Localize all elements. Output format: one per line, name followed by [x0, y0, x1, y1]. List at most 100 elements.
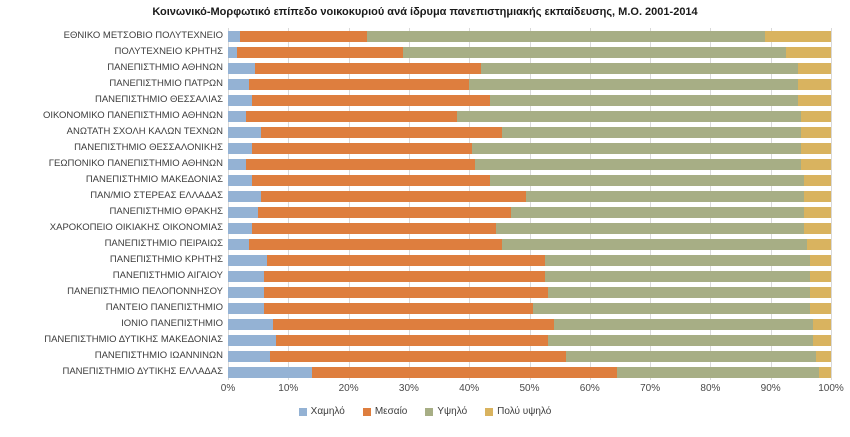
x-tick-label: 40%: [459, 383, 480, 394]
x-tick-label: 20%: [338, 383, 359, 394]
bar-segment-Χαμηλό: [228, 302, 265, 314]
stacked-bar: [228, 238, 831, 250]
category-label: ΠΑΝΕΠΙΣΤΗΜΙΟ ΔΥΤΙΚΗΣ ΕΛΛΑΔΑΣ: [62, 366, 223, 377]
bar-segment-Πολύ υψηλό: [803, 222, 831, 234]
bar-segment-Μεσαίο: [267, 254, 545, 266]
category-label: ΑΝΩΤΑΤΗ ΣΧΟΛΗ ΚΑΛΩΝ ΤΕΧΝΩΝ: [66, 126, 223, 137]
bar-segment-Χαμηλό: [228, 126, 262, 138]
bar-row: [228, 348, 831, 364]
bar-segment-Πολύ υψηλό: [797, 94, 831, 106]
legend-swatch: [362, 407, 371, 416]
bar-segment-Χαμηλό: [228, 350, 271, 362]
bar-segment-Υψηλό: [526, 190, 804, 202]
bar-row: [228, 60, 831, 76]
bar-segment-Πολύ υψηλό: [812, 334, 831, 346]
x-tick-label: 90%: [760, 383, 781, 394]
bar-segment-Χαμηλό: [228, 46, 238, 58]
legend-item-Μεσαίο: Μεσαίο: [362, 406, 407, 417]
bar-row: [228, 220, 831, 236]
bar-segment-Πολύ υψηλό: [803, 206, 831, 218]
bar-segment-Μεσαίο: [252, 222, 497, 234]
legend-label: Υψηλό: [437, 406, 468, 417]
bar-segment-Μεσαίο: [270, 350, 566, 362]
bar-row: [228, 28, 831, 44]
bar-segment-Πολύ υψηλό: [815, 350, 831, 362]
x-tick-label: 0%: [220, 383, 236, 394]
bar-segment-Χαμηλό: [228, 286, 265, 298]
x-tick-label: 60%: [579, 383, 600, 394]
legend-item-Χαμηλό: Χαμηλό: [298, 406, 345, 417]
bar-segment-Μεσαίο: [258, 206, 512, 218]
category-label: ΙΟΝΙΟ ΠΑΝΕΠΙΣΤΗΜΙΟ: [121, 318, 223, 329]
legend-swatch: [485, 407, 494, 416]
category-label: ΠΑΝ/ΜΙΟ ΣΤΕΡΕΑΣ ΕΛΛΑΔΑΣ: [90, 190, 223, 201]
stacked-bar: [228, 126, 831, 138]
category-label: ΠΟΛΥΤΕΧΝΕΙΟ ΚΡΗΤΗΣ: [114, 46, 223, 57]
x-tick-label: 30%: [398, 383, 419, 394]
category-label: ΠΑΝΕΠΙΣΤΗΜΙΟ ΠΕΙΡΑΙΩΣ: [104, 238, 223, 249]
category-label: ΓΕΩΠΟΝΙΚΟ ΠΑΝΕΠΙΣΤΗΜΙΟ ΑΘΗΝΩΝ: [48, 158, 223, 169]
bar-segment-Υψηλό: [475, 158, 801, 170]
stacked-bar: [228, 302, 831, 314]
bar-segment-Πολύ υψηλό: [812, 318, 831, 330]
bar-row: [228, 236, 831, 252]
legend-item-Πολύ υψηλό: Πολύ υψηλό: [485, 406, 551, 417]
bar-segment-Υψηλό: [481, 62, 798, 74]
bar-segment-Μεσαίο: [261, 190, 527, 202]
bar-segment-Μεσαίο: [252, 174, 491, 186]
category-label: ΕΘΝΙΚΟ ΜΕΤΣΟΒΙΟ ΠΟΛΥΤΕΧΝΕΙΟ: [63, 30, 223, 41]
bar-row: [228, 300, 831, 316]
legend-label: Πολύ υψηλό: [497, 406, 552, 417]
bar-segment-Υψηλό: [544, 254, 810, 266]
category-label: ΠΑΝΕΠΙΣΤΗΜΙΟ ΘΕΣΣΑΛΟΝΙΚΗΣ: [74, 142, 223, 153]
gridline-20%: [348, 28, 350, 380]
bar-segment-Χαμηλό: [228, 222, 253, 234]
x-tick-label: 10%: [278, 383, 299, 394]
bar-segment-Μεσαίο: [264, 270, 545, 282]
bar-segment-Πολύ υψηλό: [785, 46, 831, 58]
category-label: ΠΑΝΕΠΙΣΤΗΜΙΟ ΘΕΣΣΑΛΙΑΣ: [94, 94, 223, 105]
gridline-30%: [408, 28, 410, 380]
bar-segment-Πολύ υψηλό: [803, 190, 831, 202]
bar-row: [228, 268, 831, 284]
bar-segment-Πολύ υψηλό: [818, 366, 831, 378]
gridline-80%: [710, 28, 712, 380]
bar-segment-Μεσαίο: [249, 78, 470, 90]
bar-row: [228, 316, 831, 332]
stacked-bar: [228, 158, 831, 170]
bar-segment-Υψηλό: [472, 142, 801, 154]
bar-segment-Πολύ υψηλό: [764, 30, 831, 42]
bar-segment-Πολύ υψηλό: [800, 126, 831, 138]
bar-segment-Χαμηλό: [228, 206, 259, 218]
gridline-70%: [650, 28, 652, 380]
bar-segment-Μεσαίο: [252, 94, 491, 106]
bar-segment-Μεσαίο: [273, 318, 554, 330]
bar-segment-Υψηλό: [547, 286, 810, 298]
bar-row: [228, 76, 831, 92]
bar-segment-Υψηλό: [469, 78, 798, 90]
stacked-bar: [228, 286, 831, 298]
bar-segment-Πολύ υψηλό: [797, 62, 831, 74]
bar-segment-Υψηλό: [402, 46, 786, 58]
gridline-40%: [469, 28, 471, 380]
category-label: ΠΑΝΕΠΙΣΤΗΜΙΟ ΑΘΗΝΩΝ: [107, 62, 223, 73]
bar-row: [228, 332, 831, 348]
bar-segment-Υψηλό: [502, 126, 801, 138]
stacked-bar: [228, 222, 831, 234]
bar-segment-Μεσαίο: [261, 126, 503, 138]
bar-segment-Χαμηλό: [228, 334, 277, 346]
bar-segment-Χαμηλό: [228, 270, 265, 282]
legend-label: Χαμηλό: [310, 406, 345, 417]
x-tick-label: 70%: [640, 383, 661, 394]
bar-row: [228, 188, 831, 204]
y-axis-labels: ΕΘΝΙΚΟ ΜΕΤΣΟΒΙΟ ΠΟΛΥΤΕΧΝΕΙΟ ΠΟΛΥΤΕΧΝΕΙΟ Κ…: [0, 28, 228, 380]
bar-segment-Χαμηλό: [228, 78, 250, 90]
bar-segment-Μεσαίο: [264, 286, 548, 298]
bar-segment-Μεσαίο: [255, 62, 482, 74]
stacked-bar: [228, 110, 831, 122]
bar-segment-Υψηλό: [366, 30, 765, 42]
category-label: ΧΑΡΟΚΟΠΕΙΟ ΟΙΚΙΑΚΗΣ ΟΙΚΟΝΟΜΙΑΣ: [49, 222, 223, 233]
category-label: ΠΑΝΕΠΙΣΤΗΜΙΟ ΙΩΑΝΝΙΝΩΝ: [94, 350, 223, 361]
bar-row: [228, 172, 831, 188]
bar-row: [228, 124, 831, 140]
